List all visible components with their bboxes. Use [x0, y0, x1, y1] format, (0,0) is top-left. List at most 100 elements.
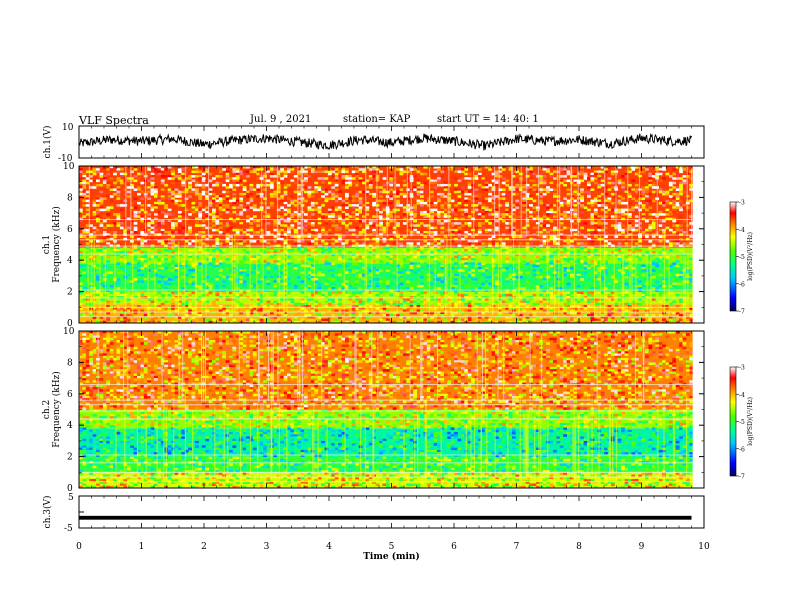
ch1-spec-cell: [252, 206, 257, 209]
ch1-spec-cell: [447, 235, 452, 239]
ch1-spec-cell: [440, 231, 445, 234]
ch1-spec-cell: [471, 179, 475, 183]
ch1-spec-cell: [460, 224, 465, 227]
ch1-spec-cell: [454, 213, 458, 216]
ch1-spec-cell: [269, 251, 274, 254]
ch1-spec-cell: [590, 177, 595, 180]
ch1-spec-cell: [321, 296, 325, 299]
ch1-spec-cell: [413, 262, 417, 265]
ch1-spec-cell: [437, 249, 441, 252]
ch1-spec-cell: [89, 179, 93, 183]
ch1-spec-cell: [440, 260, 445, 263]
ch1-spec-cell: [409, 278, 414, 281]
ch1-spec-cell: [634, 249, 639, 252]
ch1-spec-cell: [96, 210, 100, 214]
ch1-spec-cell: [314, 201, 319, 205]
ch1-spec-cell: [689, 271, 694, 274]
ch1-spec-cell: [181, 291, 186, 295]
ch1-spec-cell: [385, 280, 390, 283]
ch1-spec-cell: [426, 183, 431, 187]
ch1-spec-cell: [542, 275, 547, 279]
ch1-spec-cell: [229, 251, 233, 254]
ch1-spec-cell: [362, 237, 366, 241]
ch1-spec-cell: [249, 206, 254, 209]
ch1-spec-cell: [297, 246, 301, 250]
ch1-spec-cell: [529, 195, 533, 198]
ch1-spec-cell: [201, 183, 206, 187]
ch1-spec-cell: [566, 260, 571, 263]
ch1-spec-cell: [532, 278, 537, 281]
ch1-spec-cell: [457, 188, 462, 191]
ch1-spec-cell: [570, 273, 574, 277]
ch1-spec-cell: [583, 255, 588, 259]
ch1-spec-cell: [484, 296, 489, 299]
ch1-spec-cell: [498, 172, 503, 176]
ch1-spec-cell: [351, 273, 356, 277]
ch1-spec-cell: [628, 226, 632, 230]
ch1-spec-cell: [106, 237, 111, 241]
ch1-spec-cell: [92, 170, 97, 174]
ch1-spec-cell: [106, 210, 111, 214]
ch1-spec-cell: [477, 262, 482, 265]
ch1-spec-cell: [358, 262, 363, 265]
ch1-spec-cell: [113, 231, 117, 234]
ch1-spec-cell: [518, 291, 523, 295]
ch1-spec-cell: [679, 168, 683, 171]
ch1-spec-cell: [249, 226, 254, 230]
ch1-spec-cell: [413, 275, 417, 279]
ch1-spec-cell: [96, 183, 100, 187]
ch1-spec-cell: [385, 255, 390, 259]
ch1-spec-cell: [651, 287, 656, 290]
ch1-spec-cell: [314, 233, 319, 236]
ch1-spec-cell: [546, 228, 550, 232]
ch1-spec-cell: [331, 170, 336, 174]
ch1-spec-cell: [133, 222, 138, 225]
ch1-spec-cell: [484, 219, 489, 223]
ch1-spec-cell: [413, 264, 417, 268]
ch1-spec-cell: [351, 242, 356, 245]
ch1-spec-cell: [573, 213, 578, 216]
ch1-spec-cell: [587, 278, 591, 281]
ch1-spec-cell: [471, 168, 475, 171]
ch1-spec-cell: [628, 170, 632, 174]
ch1-spec-cell: [109, 186, 114, 189]
ch1-spec-cell: [341, 199, 346, 203]
ch1-spec-cell: [505, 246, 509, 250]
ch1-spec-cell: [341, 186, 346, 189]
ch1-spec-cell: [658, 170, 663, 174]
ch1-spec-cell: [188, 186, 192, 189]
ch1-spec-cell: [426, 197, 431, 200]
ch1-spec-cell: [79, 170, 83, 174]
ch1-spec-cell: [140, 240, 145, 243]
ch1-spec-cell: [471, 235, 475, 239]
ch1-spec-cell: [222, 293, 226, 297]
ch1-spec-cell: [79, 219, 83, 223]
ch1-spec-cell: [293, 204, 298, 207]
ch1-spec-cell: [201, 192, 206, 196]
ch1-spec-cell: [256, 240, 261, 243]
ch1-spec-cell: [597, 204, 602, 207]
ch1-spec-cell: [92, 179, 97, 183]
ch1-spec-cell: [232, 206, 237, 209]
ch1-spec-cell: [287, 246, 291, 250]
ch1-spec-cell: [287, 219, 291, 223]
ch1-spec-cell: [229, 291, 233, 295]
ch1-spec-cell: [566, 280, 571, 283]
ch1-spec-cell: [614, 269, 619, 272]
ch1-spec-cell: [331, 181, 336, 185]
ch1-spec-cell: [430, 208, 434, 212]
ch1-spec-cell: [515, 215, 520, 218]
ch1-spec-cell: [525, 296, 530, 299]
ch1-spec-cell: [82, 271, 87, 274]
ch1-spec-cell: [443, 215, 448, 218]
ch1-spec-cell: [535, 215, 540, 218]
ch1-spec-cell: [252, 170, 257, 174]
ch1-spec-cell: [426, 242, 431, 245]
ch1-spec-cell: [276, 186, 281, 189]
ch1-spec-cell: [587, 246, 591, 250]
ch1-spec-cell: [518, 273, 523, 277]
ch1-spec-cell: [474, 249, 479, 252]
ch1-spec-cell: [201, 242, 206, 245]
ch1-spec-cell: [505, 293, 509, 297]
ch1-spec-cell: [624, 251, 629, 254]
